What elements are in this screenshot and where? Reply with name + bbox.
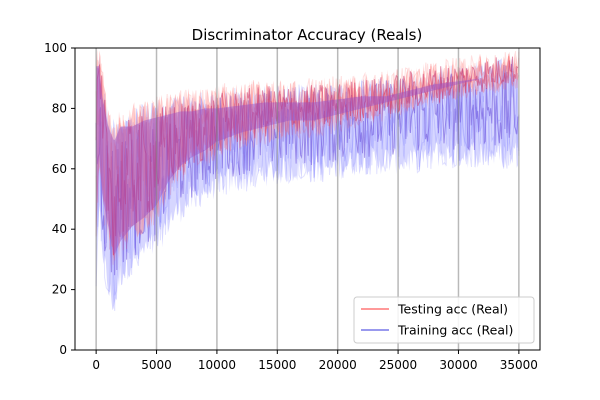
y-tick-label-2: 40 (52, 222, 67, 236)
y-tick-label-0: 0 (59, 343, 67, 357)
y-tick-label-5: 100 (44, 41, 67, 55)
x-tick-label-2: 10000 (198, 358, 236, 372)
x-tick-label-4: 20000 (319, 358, 357, 372)
x-tick-label-6: 30000 (439, 358, 477, 372)
y-tick-label-1: 20 (52, 283, 67, 297)
y-tick-label-3: 60 (52, 162, 67, 176)
series-band-0 (96, 48, 518, 262)
chart-title: Discriminator Accuracy (Reals) (192, 26, 423, 44)
x-tick-label-1: 5000 (141, 358, 172, 372)
series-trace-0-2 (95, 51, 520, 240)
overlap-band (96, 66, 518, 255)
y-tick-label-4: 80 (52, 101, 67, 115)
legend-label-0: Testing acc (Real) (397, 302, 508, 317)
series-band-1 (96, 55, 518, 311)
legend-label-1: Training acc (Real) (397, 323, 513, 338)
x-tick-label-3: 15000 (258, 358, 296, 372)
x-tick-label-0: 0 (92, 358, 100, 372)
series-line-0 (95, 56, 519, 256)
series-trace-0-1 (95, 55, 520, 256)
legend: Testing acc (Real) Training acc (Real) (353, 296, 535, 344)
plot-layer (95, 48, 520, 350)
x-tick-label-7: 35000 (500, 358, 538, 372)
legend-box (353, 296, 535, 344)
plot-frame (74, 47, 541, 351)
axes-layer: 0 5000 10000 15000 20000 25000 30000 35000 0 20 40… (44, 41, 538, 372)
x-tick-label-5: 25000 (379, 358, 417, 372)
